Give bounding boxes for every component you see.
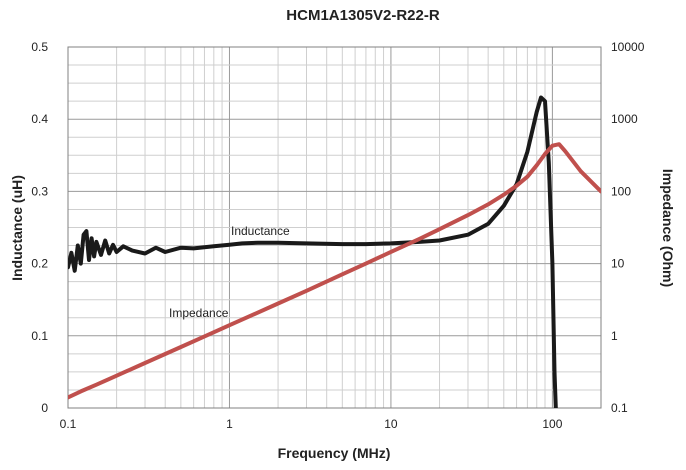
y2-tick-label: 1	[611, 329, 618, 343]
y-tick-label: 0.3	[31, 184, 48, 198]
y2-tick-label: 1000	[611, 112, 638, 126]
series-layer	[68, 95, 601, 408]
y-tick-label: 0.5	[31, 40, 48, 54]
x-tick-label: 100	[542, 417, 562, 431]
x-tick-label: 10	[384, 417, 398, 431]
y-tick-label: 0.1	[31, 329, 48, 343]
impedance-line	[68, 142, 601, 400]
y2-tick-label: 100	[611, 184, 631, 198]
impedance-annotation: Impedance	[169, 306, 229, 320]
y-axis-title: Inductance (uH)	[9, 175, 25, 281]
grid	[67, 46, 602, 409]
y2-tick-label: 0.1	[611, 401, 628, 415]
y2-tick-label: 10000	[611, 40, 645, 54]
x-tick-label: 0.1	[60, 417, 77, 431]
y2-axis-title: Impedance (Ohm)	[660, 169, 676, 287]
x-tick-label: 1	[226, 417, 233, 431]
chart-title: HCM1A1305V2-R22-R	[286, 7, 440, 24]
y-tick-label: 0.4	[31, 112, 48, 126]
inductance-annotation: Inductance	[231, 224, 290, 238]
y2-tick-label: 10	[611, 257, 625, 271]
y-tick-label: 0	[41, 401, 48, 415]
plot-area	[67, 46, 602, 409]
inductance-line	[68, 95, 558, 408]
y-tick-label: 0.2	[31, 257, 48, 271]
tick-labels: 0.1 1 10 10000.10.20.30.40.50.1110100100010…	[31, 40, 644, 431]
x-axis-title: Frequency (MHz)	[278, 445, 391, 461]
